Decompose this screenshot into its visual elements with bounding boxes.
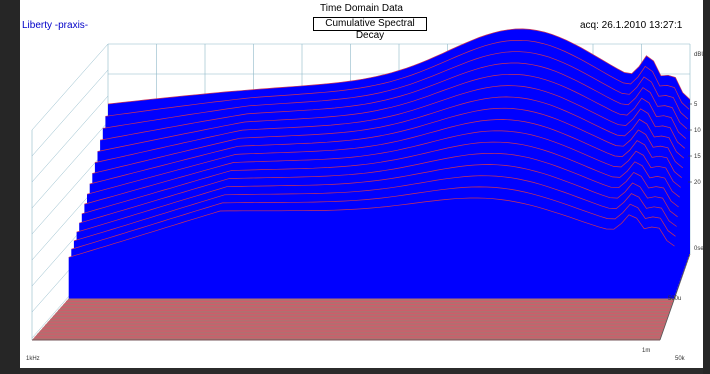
- window-left-edge: [0, 0, 20, 374]
- decay-slice-edge: [100, 62, 688, 141]
- plot-panel: dBU 5 10 15 20 0sec 500u 1m 1kHz 50k Time Domain …: [20, 0, 703, 368]
- decay-slice-edge: [107, 28, 691, 105]
- grid-line: [31, 121, 109, 209]
- freq-tick-label: 1kHz: [26, 356, 40, 362]
- time-tick-label: 500u: [668, 296, 681, 302]
- decay-slice-edge: [79, 152, 679, 224]
- decay-slice-edge: [71, 186, 676, 250]
- z-tick-label: 10: [694, 128, 701, 134]
- chart-title: Time Domain Data: [320, 3, 403, 14]
- grid-line: [31, 43, 109, 131]
- grid-line: [31, 95, 109, 183]
- z-tick-label: 5: [694, 102, 698, 108]
- decay-slice-edge: [97, 73, 687, 152]
- time-tick-label: 1m: [642, 348, 650, 354]
- time-tick-label: 0sec: [694, 246, 703, 252]
- decay-slice-edge: [73, 175, 677, 242]
- decay-slice-edge: [81, 141, 680, 215]
- floor-right-edge: [659, 253, 691, 341]
- z-axis-label: dBU: [694, 52, 703, 58]
- decay-slice: [68, 198, 675, 299]
- z-tick-label: 15: [694, 154, 701, 160]
- decay-slice-edge: [76, 164, 678, 233]
- chart-type-selector[interactable]: Cumulative Spectral Decay: [313, 17, 427, 41]
- decay-slice-edge: [86, 119, 682, 195]
- series-label[interactable]: Liberty -praxis-: [22, 20, 89, 31]
- decay-slice-edge: [68, 197, 675, 258]
- decay-slice-edge: [102, 51, 689, 129]
- decay-slice-edge: [94, 85, 686, 163]
- acquisition-timestamp: acq: 26.1.2010 13:27:1: [580, 20, 683, 31]
- waterfall-plot: dBU 5 10 15 20 0sec 500u 1m 1kHz 50k: [26, 28, 703, 362]
- decay-slice-edge: [89, 107, 684, 185]
- decay-slice-edge: [92, 96, 685, 174]
- decay-slice-edge: [105, 39, 690, 117]
- grid-line: [31, 69, 109, 157]
- z-tick-label: 20: [694, 180, 701, 186]
- window-right-edge: [703, 0, 710, 374]
- freq-tick-label: 50k: [675, 356, 686, 362]
- decay-slice-edge: [84, 130, 681, 205]
